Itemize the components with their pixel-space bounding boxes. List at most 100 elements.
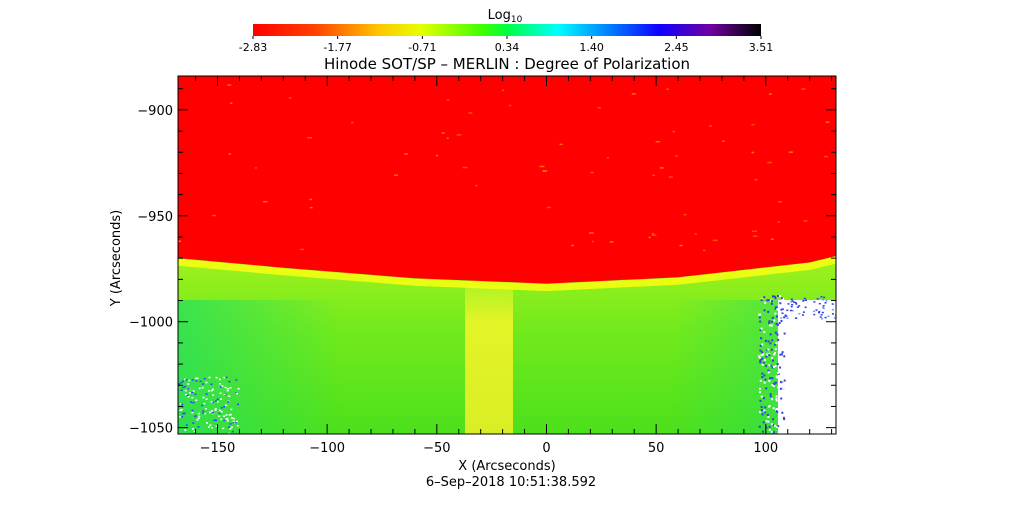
noise-pixel <box>774 365 777 368</box>
noise-pixel <box>789 309 792 312</box>
noise-pixel <box>768 354 771 357</box>
noise-pixel <box>212 412 215 414</box>
noise-pixel <box>201 383 204 385</box>
noise-pixel <box>780 353 783 356</box>
noise-pixel <box>210 410 213 412</box>
noise-pixel <box>205 381 208 384</box>
noise-pixel <box>803 297 806 300</box>
noise-pixel <box>791 309 794 312</box>
noise-pixel <box>813 313 816 316</box>
noise-pixel <box>775 426 778 429</box>
noise-pixel <box>216 398 219 401</box>
noise-pixel <box>834 314 836 317</box>
noise-pixel <box>758 411 761 414</box>
noise-pixel <box>218 409 221 412</box>
noise-pixel <box>766 349 769 352</box>
speckle <box>597 107 601 109</box>
noise-pixel <box>226 420 229 422</box>
noise-pixel <box>764 411 767 414</box>
speckle <box>648 236 651 239</box>
speckle <box>801 88 806 90</box>
noise-pixel <box>222 427 225 430</box>
noise-pixel <box>820 296 823 298</box>
speckle <box>768 93 772 95</box>
noise-pixel <box>768 324 771 327</box>
noise-pixel <box>804 306 807 309</box>
speckle <box>462 166 468 169</box>
noise-pixel <box>223 406 226 408</box>
noise-pixel <box>180 389 183 391</box>
speckle <box>652 174 656 177</box>
noise-pixel <box>818 310 821 313</box>
noise-pixel <box>229 428 232 430</box>
noise-pixel <box>763 331 766 334</box>
noise-pixel <box>783 316 786 319</box>
noise-pixel <box>831 303 834 305</box>
noise-pixel <box>777 338 780 341</box>
noise-pixel <box>766 413 769 416</box>
noise-pixel <box>777 334 780 337</box>
noise-pixel <box>194 393 197 396</box>
speckle <box>666 88 669 90</box>
noise-pixel <box>771 398 774 401</box>
noise-pixel <box>205 398 208 400</box>
noise-pixel <box>770 348 773 351</box>
speckle <box>539 165 545 168</box>
noise-pixel <box>761 357 764 360</box>
speckle <box>178 240 181 243</box>
noise-pixel <box>203 402 206 405</box>
noise-pixel <box>228 395 231 398</box>
noise-pixel <box>776 363 779 366</box>
noise-pixel <box>236 403 239 406</box>
noise-pixel <box>195 377 198 380</box>
noise-pixel <box>179 416 182 418</box>
heatmap-image <box>178 76 836 434</box>
noise-pixel <box>776 323 779 326</box>
noise-pixel <box>218 378 221 381</box>
noise-pixel <box>781 308 784 310</box>
noise-pixel <box>761 376 764 379</box>
noise-pixel <box>760 299 763 302</box>
noise-pixel <box>227 401 230 403</box>
noise-pixel <box>759 359 762 362</box>
noise-pixel <box>778 386 781 389</box>
speckle <box>212 214 217 217</box>
noise-pixel <box>214 400 217 402</box>
x-tick-label: −150 <box>200 441 236 456</box>
noise-pixel <box>181 416 184 418</box>
noise-pixel <box>813 301 816 303</box>
no-data-region <box>778 300 836 434</box>
noise-pixel <box>208 411 211 414</box>
noise-pixel <box>831 313 834 315</box>
noise-pixel <box>819 297 822 299</box>
noise-pixel <box>202 396 205 399</box>
noise-pixel <box>774 297 777 300</box>
noise-pixel <box>824 302 827 304</box>
noise-pixel <box>214 409 217 412</box>
noise-pixel <box>212 412 215 415</box>
noise-pixel <box>228 380 231 383</box>
noise-pixel <box>223 419 226 422</box>
noise-pixel <box>771 359 774 362</box>
noise-pixel <box>184 378 187 381</box>
speckle <box>441 132 445 134</box>
noise-pixel <box>221 385 224 387</box>
speckle <box>722 140 725 142</box>
noise-pixel <box>786 317 789 319</box>
x-axis: −150 −100 −50 0 50 100 <box>195 76 833 456</box>
noise-pixel <box>805 299 808 302</box>
x-tick-label: 50 <box>648 441 665 456</box>
noise-pixel <box>762 397 765 400</box>
noise-pixel <box>776 308 779 311</box>
noise-pixel <box>774 424 777 427</box>
noise-pixel <box>229 413 232 416</box>
noise-pixel <box>194 415 197 417</box>
noise-pixel <box>215 425 218 427</box>
noise-pixel <box>207 390 210 392</box>
noise-pixel <box>759 379 762 382</box>
noise-pixel <box>780 308 783 311</box>
noise-pixel <box>192 422 195 424</box>
noise-pixel <box>781 411 784 414</box>
speckle <box>631 93 636 95</box>
noise-pixel <box>206 422 209 424</box>
